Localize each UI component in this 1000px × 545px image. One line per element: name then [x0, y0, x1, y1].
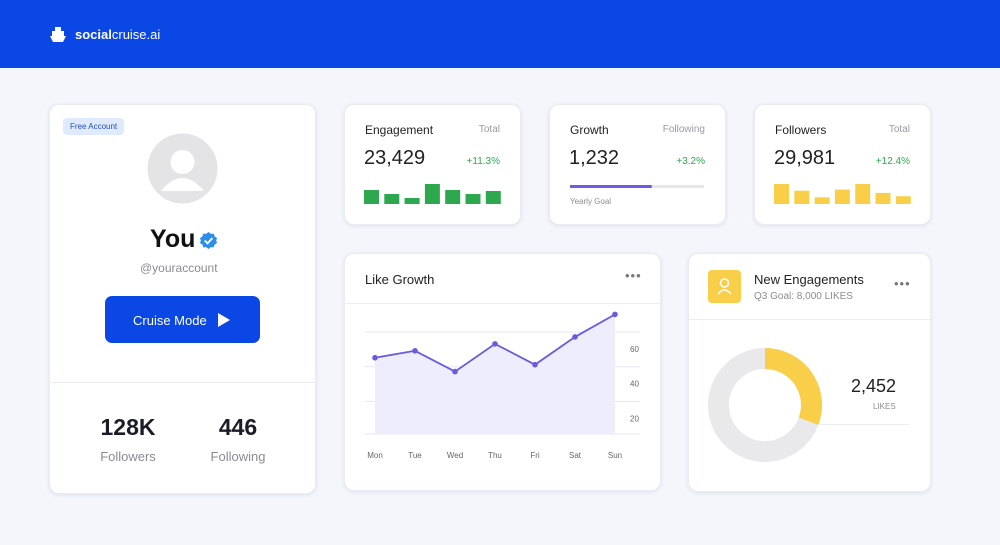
card-value: 23,429 [364, 147, 426, 169]
brand: socialcruise.ai [75, 27, 160, 42]
divider [820, 424, 909, 425]
card-title: Like Growth [365, 272, 435, 287]
menu-dots[interactable]: ••• [625, 268, 642, 283]
stat-value: 446 [218, 414, 258, 440]
stat-label: Following [210, 449, 266, 464]
user-icon [708, 270, 741, 303]
menu-dots[interactable]: ••• [894, 276, 911, 291]
handle: @youraccount [140, 261, 218, 275]
card-value: 29,981 [774, 147, 836, 169]
badge: Free Account [63, 118, 125, 135]
stat-label: Followers [100, 449, 156, 464]
divider [688, 319, 931, 320]
divider [49, 382, 316, 383]
card-title: Growth [570, 123, 609, 137]
card-period: Total [478, 124, 500, 135]
logo-icon [50, 27, 66, 42]
donut-value: 2,452 [851, 376, 897, 396]
card-title: Followers [775, 123, 827, 137]
brand-rest: cruise.ai [111, 27, 161, 42]
like-growth-card [344, 253, 661, 491]
stat-card [754, 104, 931, 225]
cruise-button[interactable] [105, 296, 260, 343]
profile-name: You [150, 225, 196, 253]
progress-label: Yearly Goal [570, 197, 612, 206]
card-change: +11.3% [466, 156, 500, 167]
divider [344, 303, 661, 304]
button-label[interactable]: Cruise Mode [133, 313, 207, 328]
brand-bold: social [75, 27, 112, 42]
stat-value: 128K [100, 414, 156, 440]
play-icon[interactable] [217, 312, 231, 328]
card-value: 1,232 [569, 147, 620, 169]
card-change: +12.4% [875, 156, 910, 167]
card-title: Engagement [365, 123, 434, 137]
card-title: New Engagements [754, 272, 864, 287]
card-period: Total [888, 124, 910, 135]
card-period: Following [662, 124, 705, 135]
card-subtitle: Q3 Goal: 8,000 LIKES [754, 291, 853, 302]
stat-card [344, 104, 521, 225]
top-bar [0, 0, 1000, 68]
stat-card [549, 104, 726, 225]
avatar [147, 133, 218, 204]
card-change: +3.2% [676, 156, 705, 167]
verified-icon [199, 231, 218, 250]
donut-unit: LIKES [873, 402, 896, 411]
